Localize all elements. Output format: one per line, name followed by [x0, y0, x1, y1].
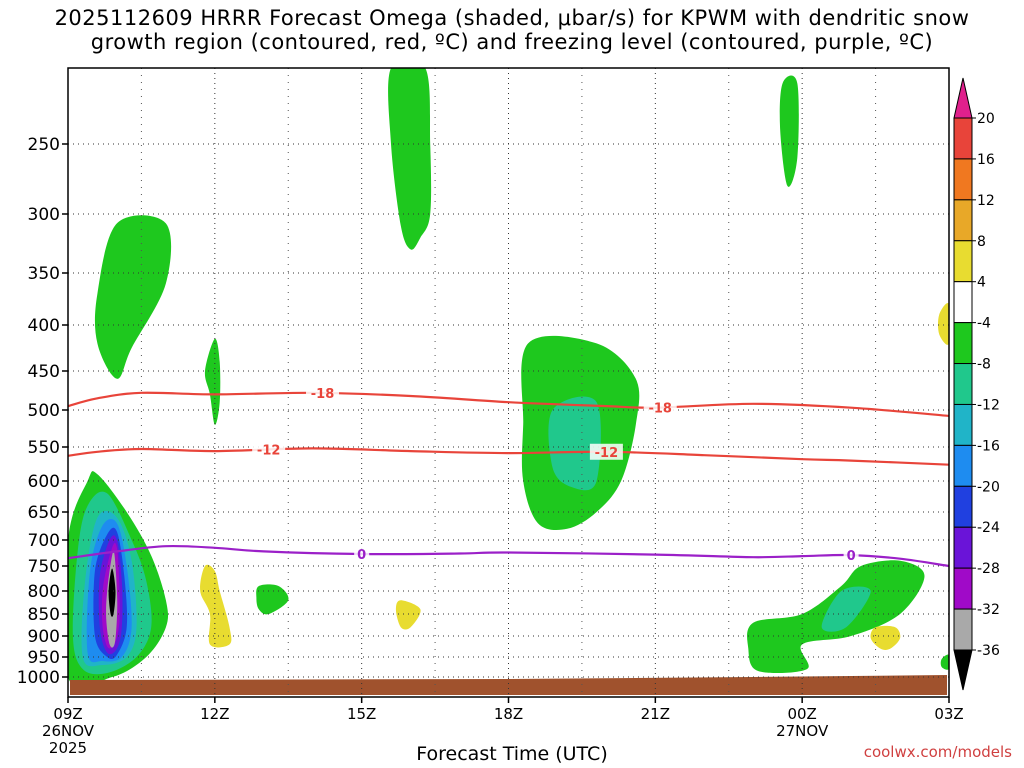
isotherm-label-2-0: 0 — [357, 548, 366, 563]
colorbar-bin-3 — [953, 240, 973, 283]
y-tick-label-300: 300 — [28, 205, 60, 225]
isotherm-label-bg — [643, 399, 677, 416]
x-tick-label-21Z: 21Z — [641, 705, 670, 723]
omega-region-1 — [388, 68, 432, 250]
isotherm-label-bg — [589, 443, 623, 460]
omega-region-14 — [108, 568, 116, 617]
x-tick-label-00Z: 00Z — [787, 705, 816, 723]
isotherm-line-m12 — [67, 447, 950, 466]
colorbar-bin-11 — [953, 567, 973, 610]
x-tick-year-label: 2025 — [49, 739, 87, 757]
x-tick-label-12Z: 12Z — [200, 705, 229, 723]
credit-text: coolwx.com/models — [863, 743, 1012, 761]
y-tick-label-1000: 1000 — [17, 668, 60, 688]
colorbar-label-1: 16 — [977, 152, 995, 168]
omega-region-2 — [779, 75, 799, 187]
chart-title-line-2: growth region (contoured, red, ºC) and f… — [90, 30, 934, 54]
omega-region-21 — [870, 625, 901, 650]
omega-shading — [68, 68, 949, 688]
colorbar-bin-7 — [953, 403, 973, 446]
colorbar-label-2: 12 — [977, 193, 995, 209]
omega-region-22 — [938, 303, 949, 345]
omega-region-15 — [256, 584, 289, 615]
x-axis-label: Forecast Time (UTC) — [0, 743, 1024, 765]
y-tick-label-750: 750 — [28, 557, 60, 577]
axes: 2503003504004505005506006507007508008509… — [17, 67, 964, 757]
isotherm-contours: -18 -18 -12 -12 0 0 — [67, 385, 950, 568]
colorbar-bin-5 — [953, 322, 973, 365]
colorbar-bin-1 — [953, 158, 973, 201]
y-tick-label-700: 700 — [28, 531, 60, 551]
colorbar-label-0: 20 — [977, 111, 995, 127]
x-tick-label-09Z: 09Z — [53, 705, 82, 723]
colorbar-label-13: -36 — [977, 643, 1000, 659]
colorbar-bin-4 — [953, 281, 973, 324]
x-tick-label-15Z: 15Z — [347, 705, 376, 723]
colorbar-label-7: -12 — [977, 397, 1000, 413]
omega-region-0 — [94, 215, 172, 379]
colorbar-bin-12 — [953, 608, 973, 651]
colorbar-label-11: -28 — [977, 561, 1000, 577]
plot-frame — [67, 67, 950, 698]
y-tick-label-900: 900 — [28, 627, 60, 647]
colorbar-bin-10 — [953, 526, 973, 569]
isotherm-label-1-0: -12 — [257, 444, 281, 459]
colorbar-bin-8 — [953, 444, 973, 487]
isotherm-label-bg — [354, 546, 370, 563]
colorbar-label-10: -24 — [977, 520, 1000, 536]
terrain — [70, 675, 947, 695]
isotherm-line-0 — [67, 544, 950, 568]
omega-region-20 — [395, 600, 421, 630]
omega-region-17 — [821, 586, 871, 632]
isotherm-label-0-1: -18 — [648, 401, 672, 416]
chart-title-line-1: 2025112609 HRRR Forecast Omega (shaded, … — [54, 6, 970, 30]
omega-region-18 — [940, 654, 949, 670]
omega-region-19 — [200, 564, 232, 648]
isotherm-label-2-1: 0 — [847, 549, 856, 564]
y-tick-label-850: 850 — [28, 605, 60, 625]
colorbar-label-9: -20 — [977, 479, 1000, 495]
x-tick-label-18Z: 18Z — [494, 705, 523, 723]
x-tick-sublabel-27NOV: 27NOV — [776, 722, 829, 740]
x-tick-label-03Z: 03Z — [934, 705, 963, 723]
colorbar-bin-0 — [953, 117, 973, 160]
colorbar-bin-9 — [953, 485, 973, 528]
colorbar-bin-6 — [953, 363, 973, 405]
isotherm-label-bg — [843, 547, 859, 564]
terrain-fill — [70, 675, 947, 695]
x-axis-label-text: Forecast Time (UTC) — [416, 743, 608, 765]
gridlines — [68, 68, 949, 697]
colorbar-bin-2 — [953, 199, 973, 242]
colorbar-label-12: -32 — [977, 602, 1000, 618]
omega-region-3 — [204, 338, 221, 425]
y-tick-label-500: 500 — [28, 401, 60, 421]
colorbar-label-5: -4 — [977, 316, 991, 332]
y-tick-label-950: 950 — [28, 648, 60, 668]
isotherm-label-0-0: -18 — [311, 387, 335, 402]
colorbar-label-6: -8 — [977, 357, 991, 373]
isotherm-label-1-1: -12 — [595, 446, 619, 461]
isotherm-label-bg — [252, 441, 286, 458]
y-tick-label-800: 800 — [28, 582, 60, 602]
y-tick-label-650: 650 — [28, 503, 60, 523]
colorbar-label-3: 8 — [977, 234, 986, 250]
omega-region-5 — [548, 396, 601, 491]
colorbar: 20 16 12 8 4 -4 -8 -12 -16 -20 -24 -28 -32 -36 — [953, 77, 1000, 691]
y-tick-label-350: 350 — [28, 264, 60, 284]
y-tick-label-550: 550 — [28, 438, 60, 458]
isotherm-label-bg — [306, 385, 340, 402]
y-tick-label-450: 450 — [28, 362, 60, 382]
colorbar-bottom-arrow — [953, 649, 973, 691]
colorbar-label-8: -16 — [977, 438, 1000, 454]
y-tick-label-250: 250 — [28, 135, 60, 155]
isotherm-line-m18 — [67, 391, 950, 417]
y-tick-label-400: 400 — [28, 316, 60, 336]
colorbar-top-arrow — [953, 77, 973, 119]
colorbar-label-4: 4 — [977, 275, 986, 291]
x-tick-sublabel-26NOV: 26NOV — [42, 722, 95, 740]
y-tick-label-600: 600 — [28, 472, 60, 492]
